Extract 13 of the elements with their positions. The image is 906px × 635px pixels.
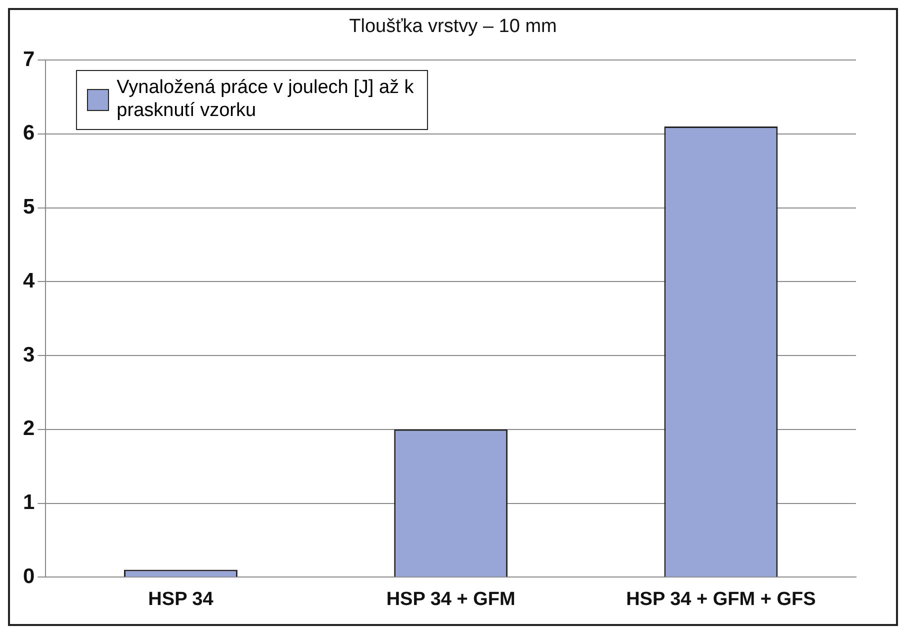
y-tick-label: 2 [22,417,35,440]
x-tick-label: HSP 34 [148,588,214,610]
x-tick-label: HSP 34 + GFM + GFS [626,588,816,610]
x-tick-label: HSP 34 + GFM [386,588,516,610]
y-tick-label: 4 [22,269,35,292]
chart-title: Tloušťka vrstvy – 10 mm [348,16,558,38]
y-tick-label: 5 [22,196,35,219]
y-tick-label: 0 [22,564,35,588]
legend-label: Vynaložená práce v joulech [J] až k prasknutí vzorku [116,77,415,123]
y-tick-label: 3 [22,343,35,366]
y-tick-label: 6 [22,122,35,145]
y-tick-label: 1 [22,491,35,514]
y-tick-label: 7 [22,48,35,71]
